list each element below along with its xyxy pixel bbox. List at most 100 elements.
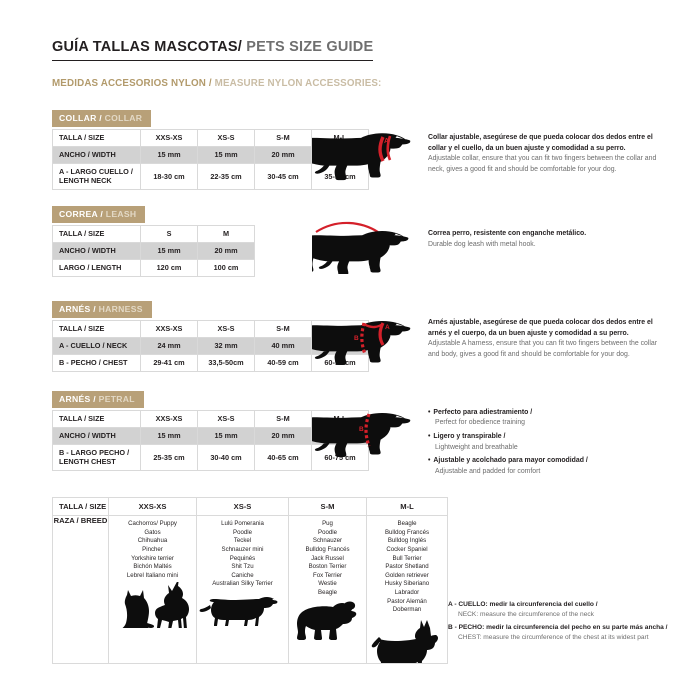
breed-name: Australian Silky Terrier xyxy=(212,580,273,588)
section-subtitle: MEDIDAS ACCESORIOS NYLON / MEASURE NYLON… xyxy=(52,78,658,89)
breed-header-xs-s: XS-S xyxy=(196,497,289,516)
cell-label: TALLA / SIZE xyxy=(52,224,141,243)
section-tag-harness: ARNÉS / HARNESS xyxy=(52,300,152,318)
breed-cell-xs-s: Lulú Pomerania Poodle Teckel Schnauzer m… xyxy=(196,514,289,665)
cell-value: 40-59 cm xyxy=(254,353,312,372)
dog-collar-icon: A xyxy=(294,124,416,191)
description-leash-en: Durable dog leash with metal hook. xyxy=(428,240,536,248)
breed-header-m-l: M-L xyxy=(366,497,448,516)
cell-label: B - LARGO PECHO / LENGTH CHEST xyxy=(52,443,141,471)
cell-value: XXS-XS xyxy=(140,128,198,147)
breed-header-size: TALLA / SIZE xyxy=(52,497,109,516)
breed-name: Cachorros/ Puppy xyxy=(128,520,177,527)
svg-text:A: A xyxy=(385,324,390,331)
cell-value: 20 mm xyxy=(254,426,312,445)
section-subtitle-es: MEDIDAS ACCESORIOS NYLON / xyxy=(52,78,212,89)
breed-name: Bulldog Inglés xyxy=(387,537,427,545)
table-row: ANCHO / WIDTH 15 mm 20 mm xyxy=(52,241,255,260)
feature-es: Ajustable y acolchado para mayor comodid… xyxy=(428,456,666,466)
cell-value: 120 cm xyxy=(140,258,198,277)
breed-row-label-text: RAZA / BREED xyxy=(53,516,108,525)
description-collar-en: Adjustable collar, ensure that you can f… xyxy=(428,155,657,174)
cell-value: 15 mm xyxy=(140,241,198,260)
feature-en: Lightweight and breathable xyxy=(435,443,518,451)
cell-value: 25-35 cm xyxy=(140,443,198,471)
cell-label: ANCHO / WIDTH xyxy=(52,426,141,445)
legend-item-neck: A - CUELLO: medir la circunferencia del … xyxy=(448,600,678,620)
svg-text:B: B xyxy=(359,426,364,433)
cell-value: S xyxy=(140,224,198,243)
breed-name: Pincher xyxy=(142,545,163,553)
table-row: A - LARGO CUELLO / LENGTH NECK 18-30 cm … xyxy=(52,162,369,190)
breed-list-xxs-xs: Cachorros/ Puppy Gatos Chihuahua Pincher… xyxy=(109,516,196,582)
section-tag-harness-es: ARNÉS / xyxy=(59,304,96,314)
cat-and-chihuahua-icon xyxy=(109,582,196,629)
cell-value: 33,5-50cm xyxy=(197,353,255,372)
table-row: TALLA / SIZE XXS-XS XS-S S-M M-L xyxy=(52,497,448,516)
cell-value: 15 mm xyxy=(140,426,198,445)
section-tag-petral-en: PETRAL xyxy=(95,394,135,404)
section-subtitle-en: MEASURE NYLON ACCESSORIES: xyxy=(211,78,382,89)
table-row: TALLA / SIZE S M xyxy=(52,224,255,243)
cell-value: 18-30 cm xyxy=(140,162,198,190)
list-item: Ligero y transpirable / Lightweight and … xyxy=(428,432,666,453)
cell-value: 15 mm xyxy=(197,145,255,164)
feature-es: Perfecto para adiestramiento / xyxy=(428,408,666,418)
legend-chest-es: B - PECHO: medir la circunferencia del p… xyxy=(448,623,668,631)
cell-value: XXS-XS xyxy=(140,319,198,338)
cell-label: TALLA / SIZE xyxy=(52,128,141,147)
breed-cell-m-l: Beagle Bulldog Francés Bulldog Inglés Co… xyxy=(366,514,448,665)
table-row: LARGO / LENGTH 120 cm 100 cm xyxy=(52,258,255,277)
breed-name: Beagle xyxy=(318,589,337,597)
breed-table-wrapper: TALLA / SIZE XXS-XS XS-S S-M M-L RAZA / … xyxy=(52,497,448,665)
cell-label: B - PECHO / CHEST xyxy=(52,353,141,372)
cell-value: 22-35 cm xyxy=(197,162,255,190)
description-harness: Arnés ajustable, asegúrese de que pueda … xyxy=(428,318,664,361)
cell-value: S-M xyxy=(254,128,312,147)
section-tag-collar-es: COLLAR / xyxy=(59,113,102,123)
breed-name: Lebrel Italiano mini xyxy=(126,571,179,579)
harness-marker-red: A B xyxy=(354,322,390,355)
cell-value: 29-41 cm xyxy=(140,353,198,372)
cell-value: 32 mm xyxy=(197,336,255,355)
description-harness-es: Arnés ajustable, asegúrese de que pueda … xyxy=(428,319,653,337)
section-tag-collar: COLLAR / COLLAR xyxy=(52,109,152,127)
breed-name: Yorkshire terrier xyxy=(131,554,174,562)
cell-value: S-M xyxy=(254,319,312,338)
cell-value: XS-S xyxy=(197,409,255,428)
breed-cell-xxs-xs: Cachorros/ Puppy Gatos Chihuahua Pincher… xyxy=(108,514,197,665)
cell-value: XS-S xyxy=(197,319,255,338)
doberman-icon xyxy=(367,617,447,664)
section-tag-collar-en: COLLAR xyxy=(101,113,143,123)
breed-name: Schnauzer mini xyxy=(221,545,264,553)
table-row: RAZA / BREED Cachorros/ Puppy Gatos Chih… xyxy=(52,514,448,665)
measurement-legend: A - CUELLO: medir la circunferencia del … xyxy=(448,600,678,646)
list-item: Ajustable y acolchado para mayor comodid… xyxy=(428,456,666,477)
svg-text:A: A xyxy=(384,138,389,145)
page-title: GUÍA TALLAS MASCOTAS/ PETS SIZE GUIDE xyxy=(52,39,374,61)
table-leash: TALLA / SIZE S M ANCHO / WIDTH 15 mm 20 … xyxy=(52,224,255,277)
description-collar-es: Collar ajustable, asegúrese de que pueda… xyxy=(428,134,653,152)
collar-marker-red: A xyxy=(378,135,392,162)
breed-row-label: RAZA / BREED xyxy=(52,514,109,665)
cell-label: A - CUELLO / NECK xyxy=(52,336,141,355)
cell-value: 30-45 cm xyxy=(254,162,312,190)
legend-neck-es: A - CUELLO: medir la circunferencia del … xyxy=(448,601,598,608)
breed-name: Doberman xyxy=(392,606,422,614)
legend-chest-en: CHEST: measure the circumference of the … xyxy=(458,633,649,641)
breed-header-s-m: S-M xyxy=(288,497,367,516)
dog-leash-icon xyxy=(299,212,416,279)
section-leash: CORREA / LEASH TALLA / SIZE S M ANCHO / … xyxy=(52,204,255,277)
breed-name: Lulú Pomerania xyxy=(221,520,264,527)
breed-name: Husky Siberiano xyxy=(384,580,430,588)
breed-name: Bulldog Francés xyxy=(305,545,350,553)
cell-value: S-M xyxy=(254,409,312,428)
table-row: B - PECHO / CHEST 29-41 cm 33,5-50cm 40-… xyxy=(52,353,369,372)
cell-label: TALLA / SIZE xyxy=(52,319,141,338)
cell-value: 20 mm xyxy=(197,241,255,260)
cell-value: 15 mm xyxy=(197,426,255,445)
breed-name: Teckel xyxy=(233,537,252,545)
cell-label: LARGO / LENGTH xyxy=(52,258,141,277)
list-item: Perfecto para adiestramiento / Perfect f… xyxy=(428,408,666,429)
breed-cell-s-m: Pug Poodle Schnauzer Bulldog Francés Jac… xyxy=(288,514,367,665)
